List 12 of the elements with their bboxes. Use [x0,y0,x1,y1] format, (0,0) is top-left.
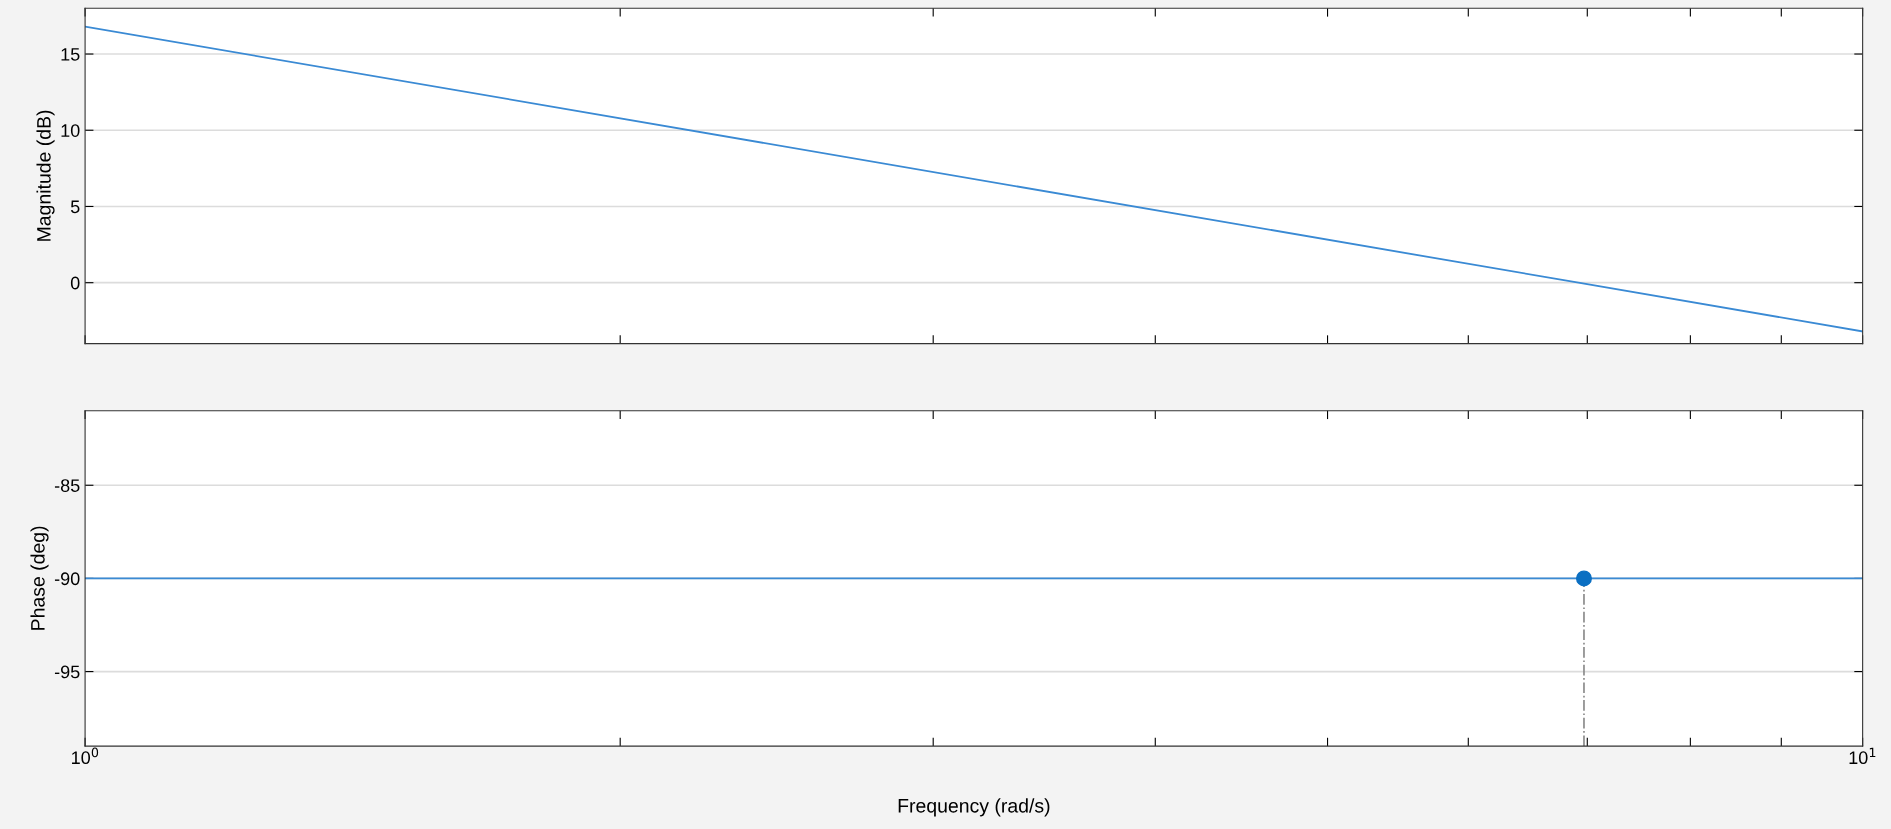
y-axis-title: Phase (deg) [30,526,49,630]
y-tick-label: 15 [61,48,80,61]
y-tick-label: 0 [70,276,80,290]
x-tick-label: 10$^{0}$ [72,747,99,765]
y-tick-label: -90 [54,572,80,586]
y-tick-label: -85 [54,479,80,492]
y-tick-label: -95 [54,665,80,679]
y-tick-label: 5 [70,200,80,214]
y-axis-title: Magnitude (dB) [36,110,55,241]
x-axis-title: Frequency (rad/s) [898,798,1050,817]
y-tick-label: 10 [61,124,80,137]
x-tick-label: 10$^{1}$ [1849,747,1876,765]
